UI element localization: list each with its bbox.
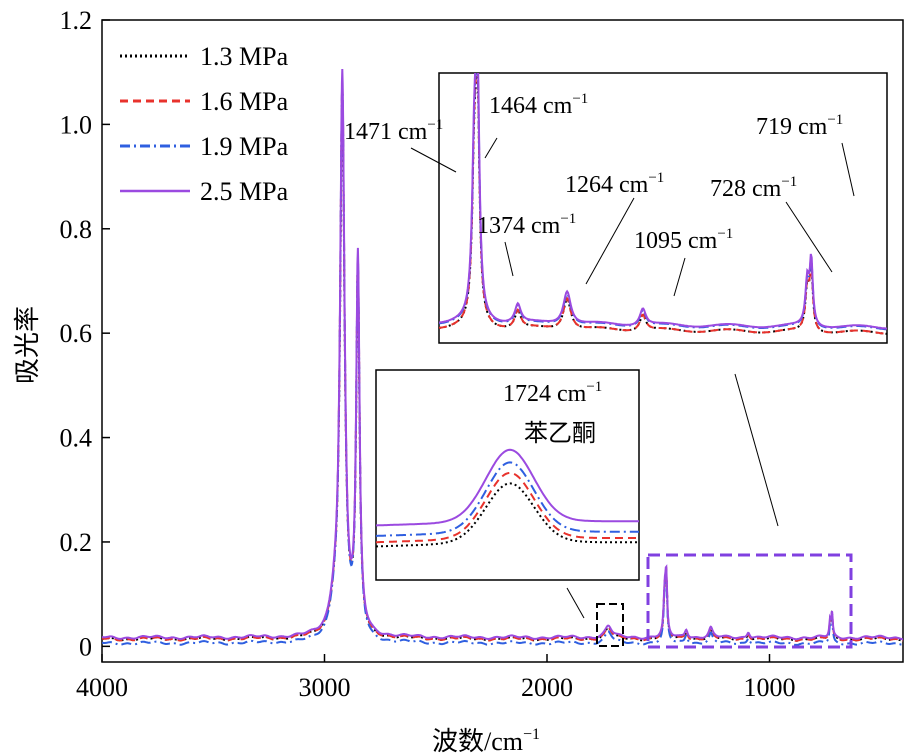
plot-frame [101, 19, 904, 663]
x-axis-label: 波数/cm−1 [432, 726, 540, 756]
pointer-1374 [504, 241, 514, 277]
annotation-719: 719 cm−1 [756, 112, 843, 140]
annotation-728: 728 cm−1 [710, 174, 797, 202]
annotation-acetophenone: 苯乙酮 [524, 420, 596, 447]
fingerprint-region-box [646, 553, 853, 649]
y-tick-label: 1.2 [60, 6, 93, 35]
y-tick-label: 0.4 [60, 424, 93, 453]
y-tick-label: 0 [79, 632, 92, 661]
legend-label: 1.3 MPa [200, 42, 289, 71]
legend-label: 1.6 MPa [200, 87, 289, 116]
annotation-1724: 1724 cm−1 [503, 379, 602, 407]
pointer-728 [785, 201, 833, 273]
pointer-1095 [673, 257, 686, 297]
x-tick-label: 4000 [76, 673, 128, 702]
pointer-1464 [484, 137, 498, 159]
y-tick-label: 0.2 [60, 528, 93, 557]
annotation-1095: 1095 cm−1 [634, 226, 733, 254]
legend: 1.3 MPa 1.6 MPa 1.9 MPa 2.5 MPa [120, 42, 289, 206]
carbonyl-region-box [596, 603, 624, 647]
series-line [102, 80, 903, 646]
inset-carbonyl-line [376, 482, 639, 548]
y-tick-label: 0.6 [60, 319, 93, 348]
series-line [102, 81, 903, 642]
x-tick-label: 2000 [521, 673, 573, 702]
pointer-1264 [585, 197, 635, 285]
pointer-719 [841, 142, 855, 197]
y-tick-label: 0.8 [60, 215, 93, 244]
annotation-1471: 1471 cm−1 [344, 117, 443, 145]
annotation-1464: 1464 cm−1 [489, 91, 588, 119]
inset-carbonyl-line [376, 448, 639, 527]
series-line [102, 68, 903, 641]
y-axis: 0 0.2 0.4 0.6 0.8 1.0 1.2 [60, 6, 110, 661]
inset-fingerprint-line [439, 73, 887, 335]
annotation-pointers [410, 137, 855, 297]
pointer-1471 [410, 147, 457, 173]
inset-carbonyl-line [376, 461, 639, 537]
inset-carbonyl-frame [375, 369, 640, 581]
annotation-1374: 1374 cm−1 [477, 211, 576, 239]
main-series-group [102, 68, 903, 646]
x-tick-label: 1000 [744, 673, 796, 702]
inset-fingerprint-series [439, 73, 887, 335]
legend-label: 1.9 MPa [200, 132, 289, 161]
x-axis: 4000 3000 2000 1000 [76, 654, 796, 702]
inset1-connector-line [734, 373, 779, 527]
inset-carbonyl-line [376, 471, 639, 544]
legend-label: 2.5 MPa [200, 177, 289, 206]
y-tick-label: 1.0 [60, 110, 93, 139]
annotation-1264: 1264 cm−1 [565, 170, 664, 198]
inset-fingerprint-line [439, 73, 887, 330]
x-tick-label: 3000 [299, 673, 351, 702]
inset-carbonyl-series [376, 448, 639, 548]
inset2-connector-line [566, 587, 585, 619]
x-axis-label-sup: −1 [523, 726, 540, 743]
y-axis-label: 吸光率 [13, 306, 42, 384]
